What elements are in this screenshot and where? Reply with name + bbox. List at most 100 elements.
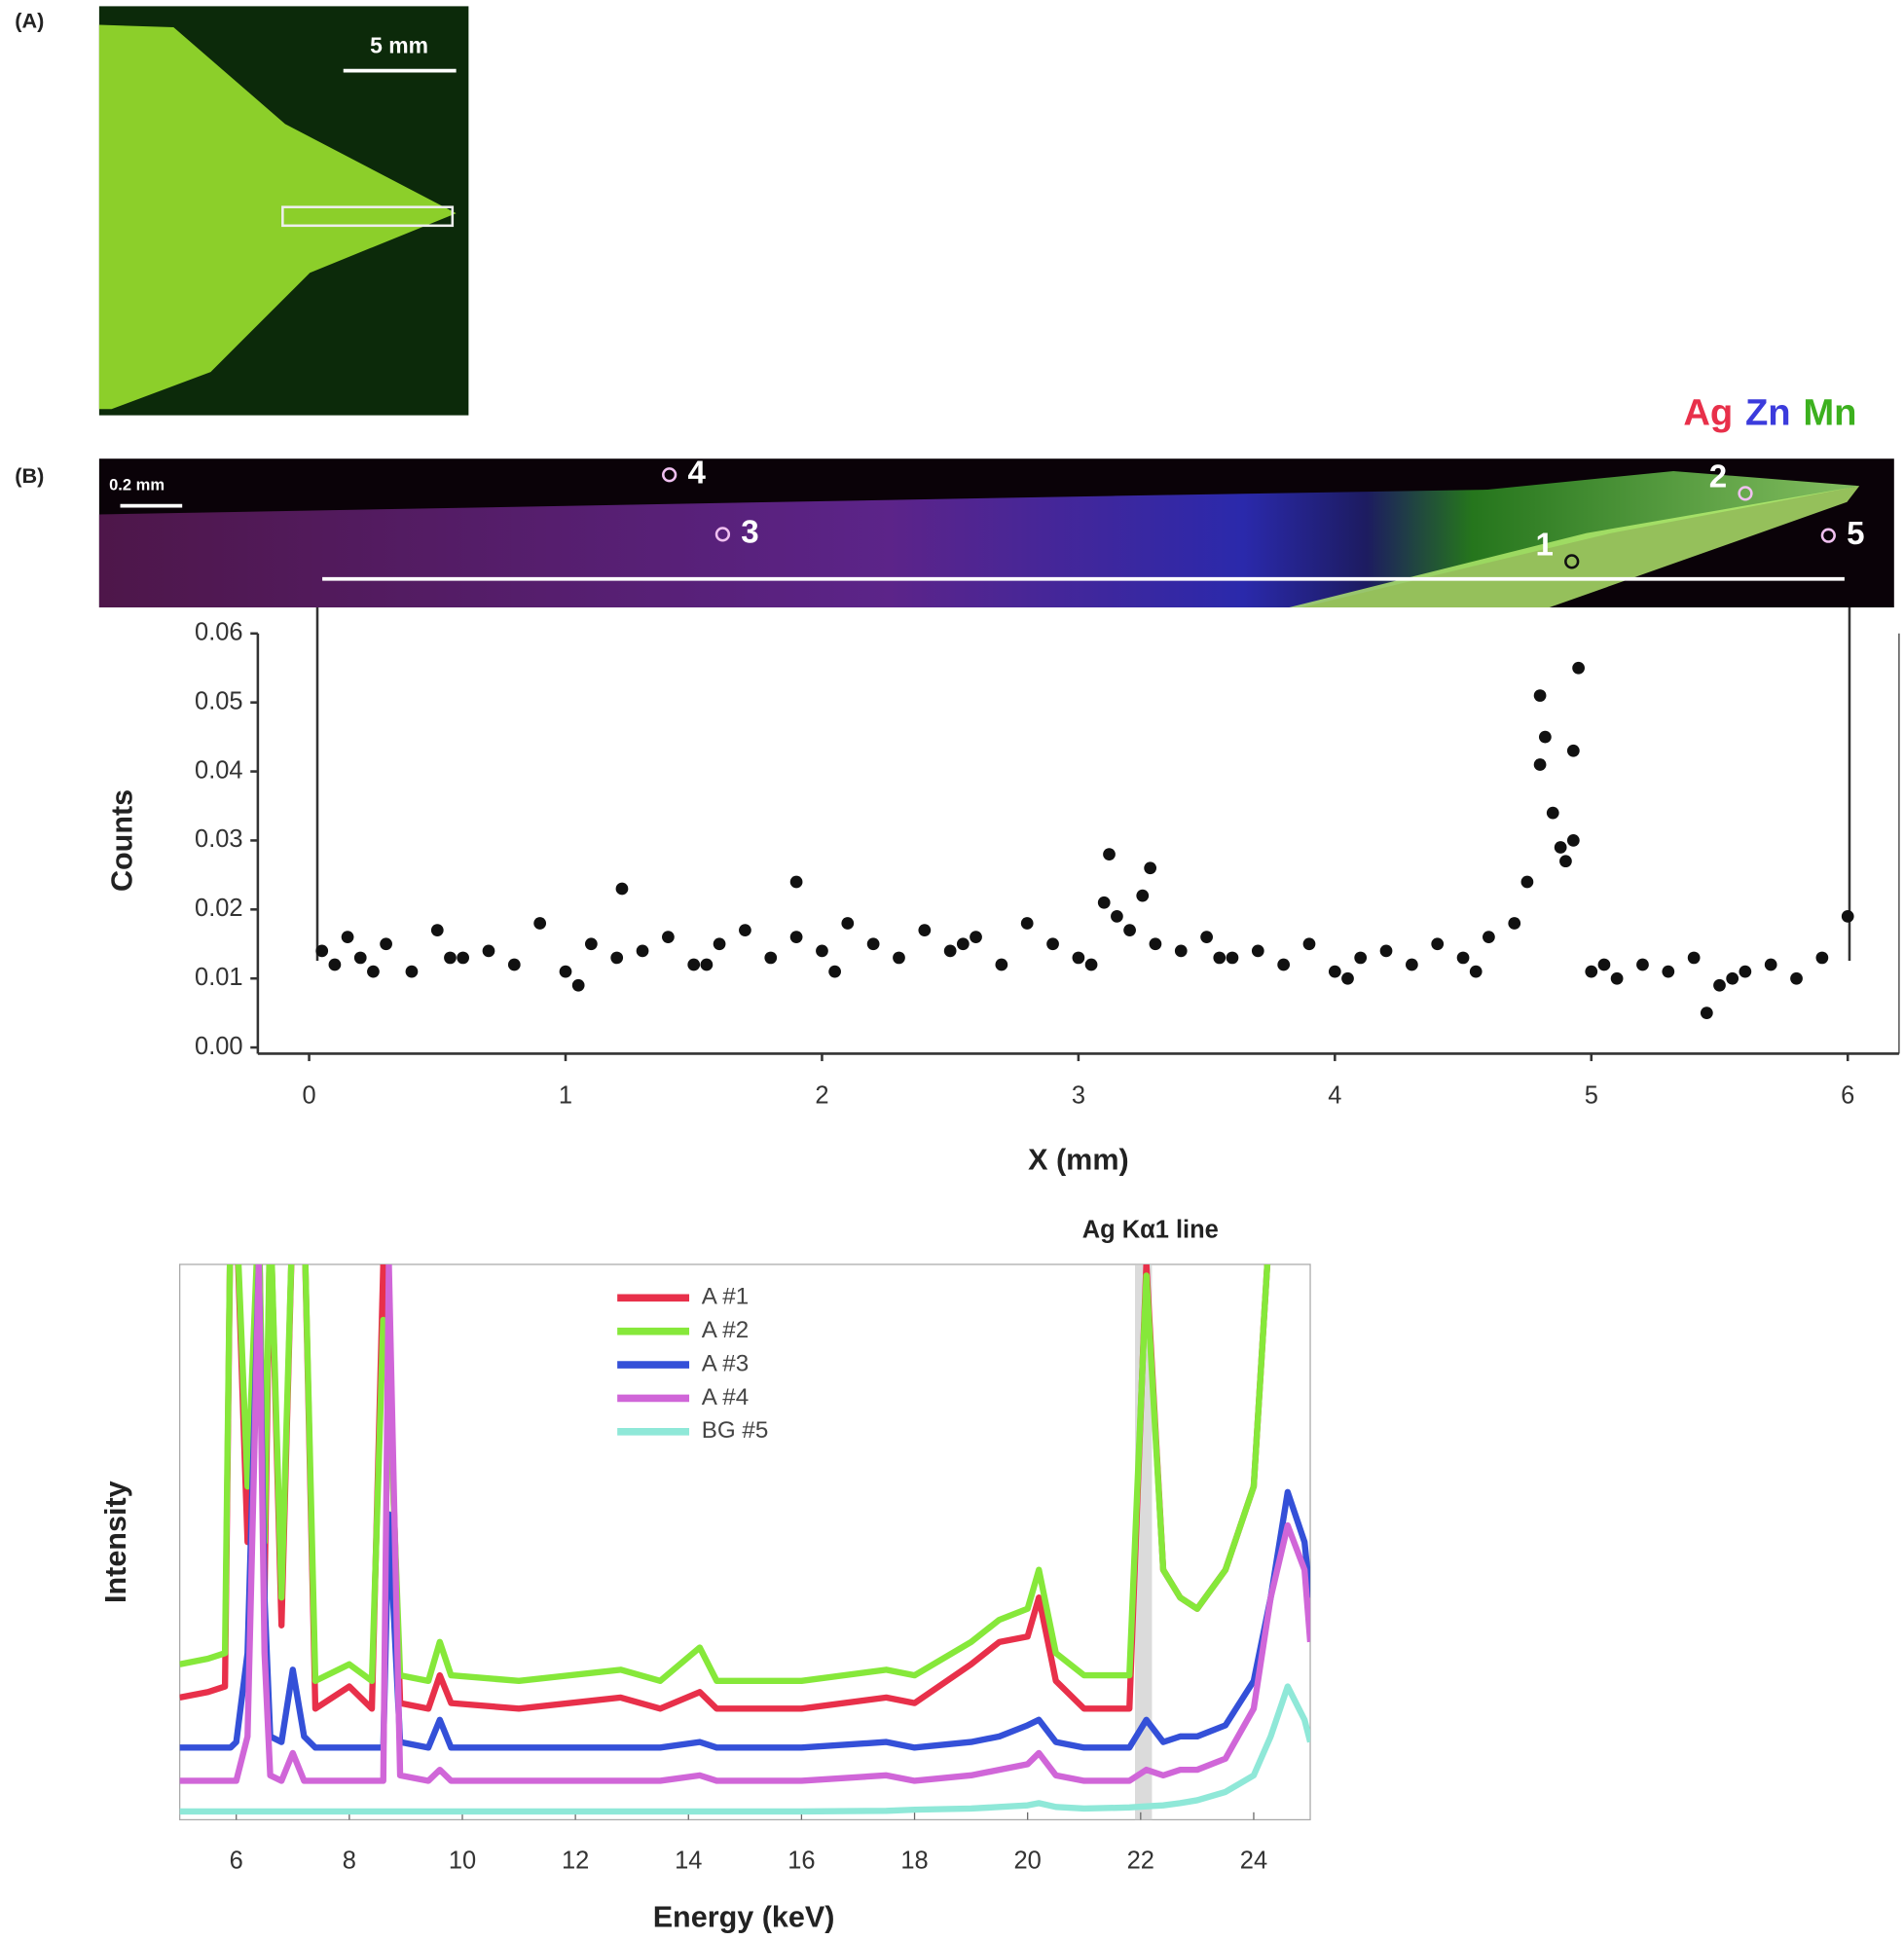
- data-point: [328, 958, 342, 971]
- data-point: [1726, 971, 1739, 985]
- annotation: Ag Kα1 line: [1082, 1216, 1219, 1243]
- data-point: [610, 951, 624, 965]
- data-point: [1764, 958, 1777, 971]
- y-tick-label: 0.04: [195, 756, 243, 784]
- data-point: [1328, 965, 1341, 978]
- map-region: [98, 470, 1860, 608]
- data-point: [841, 917, 855, 930]
- data-point: [1559, 855, 1572, 868]
- data-point: [405, 965, 419, 978]
- data-point: [764, 951, 778, 965]
- data-point: [507, 958, 521, 971]
- y-tick-label: 0.00: [195, 1033, 243, 1060]
- data-point: [430, 924, 444, 936]
- legend-label: A #1: [702, 1284, 749, 1310]
- data-point: [482, 944, 495, 958]
- data-point: [1020, 917, 1034, 930]
- data-point: [1379, 944, 1393, 958]
- point-marker: [1564, 554, 1580, 569]
- data-point: [315, 944, 329, 958]
- data-point: [341, 931, 354, 944]
- data-point: [1713, 978, 1726, 992]
- data-point: [1546, 806, 1559, 820]
- data-point: [816, 944, 828, 958]
- element-label: Ag: [1683, 392, 1733, 434]
- x-tick-label: 3: [1072, 1082, 1085, 1110]
- data-point: [956, 937, 970, 951]
- data-point: [1072, 951, 1085, 965]
- data-point: [828, 965, 841, 978]
- data-point: [918, 924, 932, 936]
- x-axis-title: Energy (keV): [653, 1900, 835, 1933]
- data-point: [1554, 841, 1567, 854]
- y-axis-title: Counts: [105, 789, 138, 892]
- scan-region: [281, 205, 455, 228]
- legend-label: A #3: [702, 1350, 749, 1376]
- data-point: [700, 958, 714, 971]
- data-point: [1251, 944, 1264, 958]
- scale-label: 5 mm: [370, 32, 428, 57]
- data-point: [353, 951, 367, 965]
- data-point: [1739, 965, 1752, 978]
- data-point: [1302, 937, 1316, 951]
- element-label: Zn: [1745, 392, 1791, 434]
- panel-label: (B): [15, 463, 44, 488]
- point-marker: [1738, 486, 1753, 501]
- data-point: [1572, 661, 1585, 675]
- y-tick-label: 0.01: [195, 964, 243, 991]
- data-point: [789, 875, 803, 889]
- data-point: [1597, 958, 1611, 971]
- x-tick-label: 2: [815, 1082, 828, 1110]
- data-point: [615, 882, 629, 896]
- data-point: [713, 937, 726, 951]
- data-point: [1566, 744, 1580, 757]
- x-tick-label: 6: [230, 1847, 243, 1874]
- x-tick-label: 24: [1240, 1847, 1267, 1874]
- data-point: [1046, 937, 1059, 951]
- element-label: Mn: [1803, 392, 1856, 434]
- data-point: [1533, 758, 1547, 771]
- data-point: [943, 944, 957, 958]
- x-tick-label: 1: [559, 1082, 572, 1110]
- data-point: [739, 924, 751, 936]
- data-point: [1520, 875, 1534, 889]
- data-point: [457, 951, 469, 965]
- data-point: [662, 931, 675, 944]
- data-point: [1508, 917, 1521, 930]
- data-point: [995, 958, 1008, 971]
- y-tick-label: 0.05: [195, 687, 243, 714]
- plot-frame: [179, 1263, 1311, 1821]
- point-label: 1: [1535, 527, 1553, 563]
- point-label: 4: [687, 456, 706, 492]
- point-label: 2: [1709, 458, 1727, 494]
- y-tick-label: 0.06: [195, 618, 243, 645]
- x-tick-label: 12: [562, 1847, 589, 1874]
- data-point: [1213, 951, 1227, 965]
- point-label: 3: [741, 515, 758, 551]
- data-point: [1123, 924, 1136, 936]
- data-point: [584, 937, 598, 951]
- x-tick-label: 6: [1841, 1082, 1854, 1110]
- x-tick-label: 16: [787, 1847, 815, 1874]
- data-point: [1483, 931, 1495, 944]
- data-point: [1700, 1007, 1713, 1020]
- panel-label: (A): [15, 9, 44, 33]
- legend-label: BG #5: [702, 1417, 769, 1444]
- series-group: [179, 1263, 1311, 1815]
- data-point: [444, 951, 457, 965]
- x-tick-label: 14: [675, 1847, 702, 1874]
- data-point: [1790, 971, 1803, 985]
- x-tick-label: 20: [1014, 1847, 1042, 1874]
- legend-label: A #2: [702, 1317, 749, 1343]
- data-point: [1841, 910, 1854, 923]
- data-point: [1111, 910, 1123, 923]
- data-point: [1431, 937, 1445, 951]
- point-marker: [1820, 528, 1836, 543]
- sample-shape: [98, 24, 457, 410]
- spectrum-line: [179, 1263, 1311, 1784]
- x-tick-label: 0: [302, 1082, 315, 1110]
- point-marker: [662, 467, 677, 483]
- data-point: [571, 978, 585, 992]
